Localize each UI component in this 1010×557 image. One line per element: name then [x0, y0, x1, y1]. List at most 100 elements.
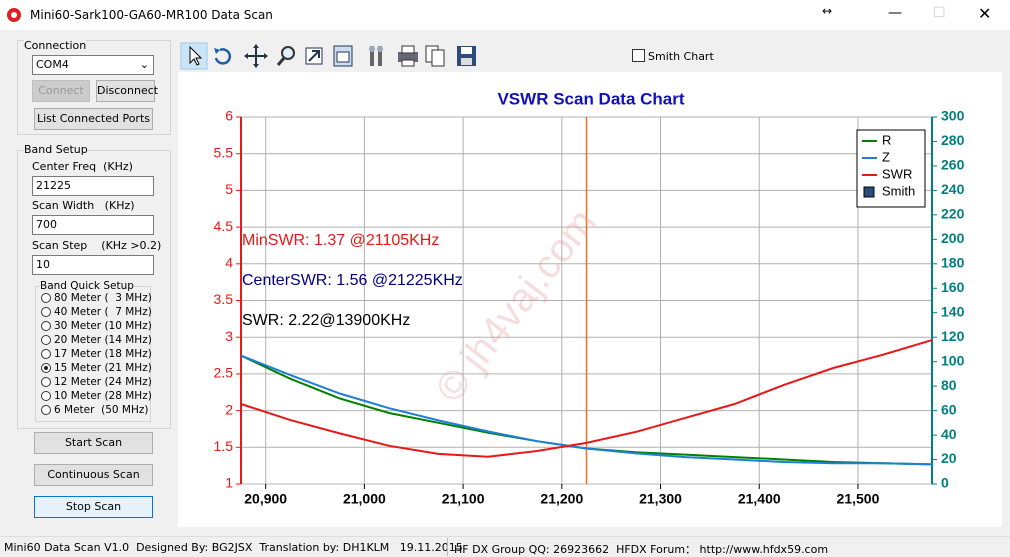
y-tick-label: 2.5 [214, 365, 234, 381]
band-label: 6 Meter (50 MHz) [54, 404, 149, 416]
y2-tick-label: 220 [941, 206, 965, 222]
smith-checkbox[interactable]: Smith Chart [632, 49, 714, 63]
band-group [17, 150, 171, 429]
stop-button[interactable]: Stop Scan [34, 496, 153, 518]
y-tick-label: 6 [225, 108, 233, 124]
y-tick-label: 2 [225, 401, 233, 417]
port: COM4 [36, 58, 69, 71]
x-tick-label: 21,300 [639, 491, 682, 507]
band-label: 10 Meter (28 MHz) [54, 390, 152, 402]
app-icon [7, 8, 21, 22]
y2-tick-label: 0 [941, 475, 949, 491]
band-label: 15 Meter (21 MHz) [54, 362, 152, 374]
legend-label: R [882, 132, 891, 147]
toolbar-icons [180, 42, 476, 70]
series-line [240, 354, 933, 466]
annotation: CenterSWR: 1.56 @21225KHz [242, 272, 463, 289]
band-label: 40 Meter ( 7 MHz) [54, 306, 152, 318]
band-radio[interactable]: 80 Meter ( 3 MHz) [41, 292, 152, 304]
x-tick-label: 21,500 [837, 491, 880, 507]
connect-button[interactable]: Connect [32, 80, 90, 102]
field-label: Scan Width (KHz) [32, 199, 135, 212]
y2-tick-label: 260 [941, 157, 965, 173]
y-tick-label: 1.5 [214, 438, 234, 454]
list-ports-button[interactable]: List Connected Ports [34, 108, 153, 130]
chart: VSWR Scan Data Chart 1 1.5 2 2.5 3 3.5 4 4.5 5 5.… [178, 72, 1002, 527]
y2-tick-label: 80 [941, 377, 957, 393]
toolbar: Smith Chart [178, 40, 1002, 73]
legend-swatch [863, 186, 875, 198]
band-radio[interactable]: 40 Meter ( 7 MHz) [41, 306, 152, 318]
minimize[interactable]: — [888, 5, 902, 21]
x-tick-label: 21,100 [442, 491, 485, 507]
close[interactable]: ✕ [978, 4, 992, 23]
y2-tick-label: 300 [941, 108, 965, 124]
band-label: 17 Meter (18 MHz) [54, 348, 152, 360]
status-text: HF DX Group QQ: 26923662 HFDX Forum： htt… [454, 543, 829, 556]
band-label: 12 Meter (24 MHz) [54, 376, 152, 388]
x-tick-label: 21,200 [540, 491, 583, 507]
center-freq-input[interactable]: 21225 [32, 176, 154, 196]
band-radio[interactable]: 30 Meter (10 MHz) [41, 320, 152, 332]
band-radio[interactable]: 17 Meter (18 MHz) [41, 348, 152, 360]
y2-tick-label: 140 [941, 303, 965, 319]
band-label: 20 Meter (14 MHz) [54, 334, 152, 346]
x-tick-label: 20,900 [244, 491, 287, 507]
y2-tick-label: 100 [941, 352, 965, 368]
smith-checkbox-label: Smith Chart [648, 50, 714, 63]
scan-width: 700 [36, 218, 57, 231]
band-radio[interactable]: 12 Meter (24 MHz) [41, 376, 152, 388]
x-tick-label: 21,000 [343, 491, 386, 507]
y2-tick-label: 120 [941, 328, 965, 344]
group-label: Band Quick Setup [40, 280, 134, 292]
band-label: 80 Meter ( 3 MHz) [54, 292, 152, 304]
resize-icon: ↔ [822, 4, 833, 18]
center-freq: 21225 [36, 179, 71, 192]
window-title: Mini60-Sark100-GA60-MR100 Data Scan [30, 8, 273, 22]
maximize[interactable]: ☐ [933, 5, 946, 21]
y2-tick-label: 20 [941, 450, 957, 466]
annotation: SWR: 2.22@13900KHz [242, 312, 410, 329]
disconnect-button[interactable]: Disconnect [96, 80, 158, 102]
y2-tick-label: 200 [941, 230, 965, 246]
band-radio[interactable]: 10 Meter (28 MHz) [41, 390, 152, 402]
status-bar: Mini60 Data Scan V1.0 Designed By: BG2JS… [0, 536, 1010, 557]
title-bar: Mini60-Sark100-GA60-MR100 Data Scan ↔ — … [0, 0, 1010, 30]
y2-tick-label: 240 [941, 181, 965, 197]
y2-tick-label: 180 [941, 255, 965, 271]
continuous-button[interactable]: Continuous Scan [34, 464, 153, 486]
group-label: Band Setup [24, 143, 88, 156]
status-text: Mini60 Data Scan V1.0 Designed By: BG2JS… [4, 541, 463, 554]
annotation: MinSWR: 1.37 @21105KHz [242, 232, 439, 249]
y2-tick-label: 160 [941, 279, 965, 295]
legend-label: Z [882, 149, 890, 164]
y2-tick-label: 280 [941, 132, 965, 148]
chart-title: VSWR Scan Data Chart [497, 89, 684, 108]
y2-tick-label: 40 [941, 426, 957, 442]
scan-width-input[interactable]: 700 [32, 215, 154, 235]
y-tick-label: 3 [225, 328, 233, 344]
start-button[interactable]: Start Scan [34, 432, 153, 454]
field-label: Scan Step (KHz >0.2) [32, 239, 162, 252]
group-label: Connection [24, 39, 87, 52]
scan-step-input[interactable]: 10 [32, 255, 154, 275]
y2-tick-label: 60 [941, 401, 957, 417]
port-select[interactable]: COM4 ⌄ [32, 55, 154, 75]
connection-group [17, 40, 171, 135]
y-tick-label: 5.5 [214, 144, 234, 160]
y-tick-label: 3.5 [214, 291, 234, 307]
field-label: Center Freq (KHz) [32, 160, 133, 173]
band-label: 30 Meter (10 MHz) [54, 320, 152, 332]
y-tick-label: 4.5 [214, 218, 234, 234]
y-tick-label: 4 [225, 255, 233, 271]
band-radio[interactable]: 6 Meter (50 MHz) [41, 404, 148, 416]
legend-label: Smith [882, 183, 915, 198]
band-radio[interactable]: 20 Meter (14 MHz) [41, 334, 152, 346]
y-tick-label: 1 [225, 475, 233, 491]
band-radio[interactable]: 15 Meter (21 MHz) [41, 362, 152, 374]
y-tick-label: 5 [225, 181, 233, 197]
series-line [240, 339, 933, 458]
legend-label: SWR [882, 166, 912, 181]
x-tick-label: 21,400 [738, 491, 781, 507]
